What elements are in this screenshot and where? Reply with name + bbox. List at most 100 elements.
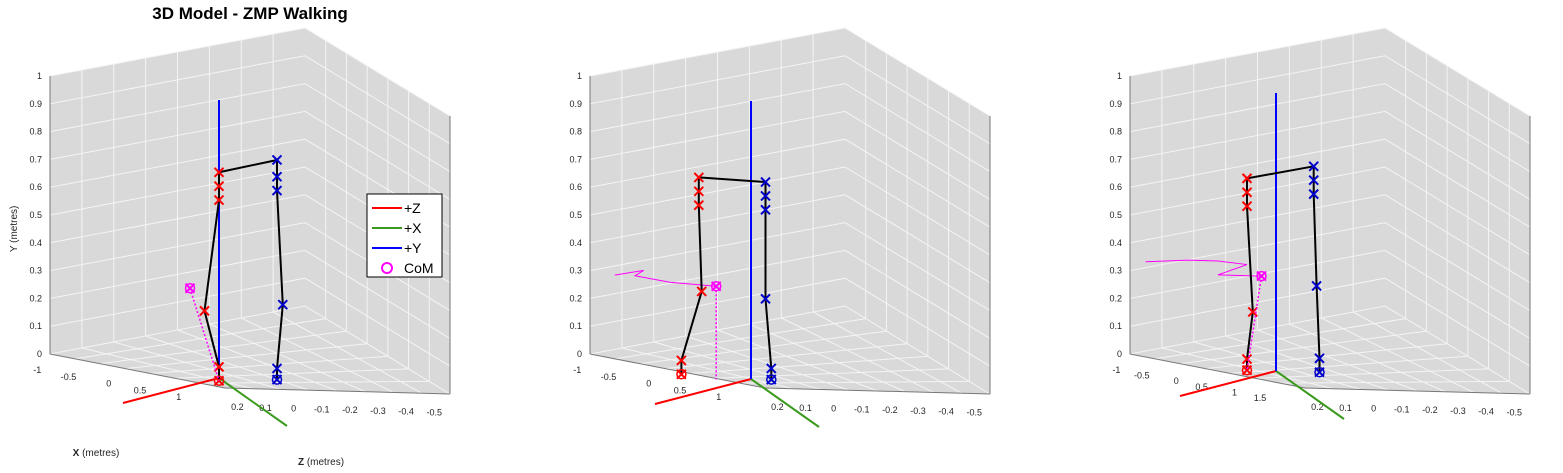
right-foot-marker bbox=[1241, 364, 1253, 376]
right-foot-marker bbox=[213, 375, 225, 387]
left-leg-joint-marker-stroke bbox=[760, 190, 771, 202]
z-floor-gridline bbox=[739, 380, 970, 384]
floor-pane bbox=[50, 306, 450, 394]
y-gridline bbox=[1129, 166, 1531, 256]
y-gridline bbox=[589, 138, 991, 228]
y-tick-label: 1 bbox=[1117, 71, 1122, 81]
com-marker bbox=[184, 282, 196, 294]
x-tick-label: 0.5 bbox=[134, 385, 147, 395]
legend-label: CoM bbox=[404, 260, 434, 276]
y-gridline bbox=[49, 110, 451, 200]
y-tick-label: 0.5 bbox=[1109, 210, 1122, 220]
left-leg-joint-marker-stroke bbox=[277, 299, 289, 310]
y-gridline bbox=[589, 83, 991, 173]
right-leg-joint-marker-stroke bbox=[693, 172, 705, 183]
z-tick-label: 0.1 bbox=[259, 403, 272, 413]
z-axis-label: Z (metres) bbox=[298, 457, 344, 468]
x-floor-gridline bbox=[1352, 311, 1503, 394]
legend-swatch-com bbox=[381, 262, 393, 274]
com-cross-marker-stroke bbox=[184, 283, 196, 294]
y-tick-label: 0 bbox=[1117, 349, 1122, 359]
y-gridline bbox=[49, 55, 451, 145]
axis-edge-x bbox=[49, 353, 226, 389]
x-tick-label: 0 bbox=[646, 379, 651, 389]
right-leg-joint-marker-stroke bbox=[693, 186, 705, 197]
y-gridline bbox=[1129, 110, 1531, 200]
legend-label: +Z bbox=[404, 200, 421, 216]
com-cross-marker-stroke bbox=[710, 281, 722, 292]
y-gridline bbox=[49, 249, 451, 339]
y-gridline bbox=[589, 277, 991, 367]
right-leg-joint-marker-stroke bbox=[213, 180, 225, 192]
left-foot-marker bbox=[766, 374, 777, 385]
left-leg-joint-marker-stroke bbox=[766, 363, 777, 374]
left-foot-marker bbox=[1314, 366, 1325, 378]
z-floor-gridline bbox=[74, 318, 326, 360]
pelvis-link bbox=[218, 159, 278, 174]
y-gridline bbox=[49, 222, 451, 312]
z-tick-label: -0.3 bbox=[910, 406, 926, 416]
left-leg-joint-marker-stroke bbox=[271, 154, 283, 166]
y-gridline bbox=[1129, 194, 1531, 284]
x-floor-gridline bbox=[621, 347, 794, 390]
z-floor-gridline bbox=[1204, 343, 1448, 370]
y-gridline bbox=[49, 277, 451, 367]
z-axis-label-rest: (metres) bbox=[304, 457, 344, 468]
x-tick-label: -1 bbox=[573, 365, 581, 375]
x-floor-gridline bbox=[241, 317, 394, 393]
axis-edge-z bbox=[224, 387, 451, 395]
x-floor-gridline bbox=[653, 341, 822, 390]
y-gridline bbox=[589, 55, 991, 145]
z-floor-gridline bbox=[149, 355, 388, 374]
y-tick-label: 0.3 bbox=[1109, 266, 1122, 276]
y-gridline bbox=[49, 305, 451, 395]
z-floor-gridline bbox=[1154, 318, 1406, 360]
left-leg-joint-marker-stroke bbox=[1308, 175, 1319, 186]
left-leg-link bbox=[276, 159, 284, 380]
z-floor-gridline bbox=[689, 355, 928, 374]
z-axis-label-bold: Z bbox=[298, 457, 304, 468]
z-floor-gridline bbox=[1254, 368, 1489, 379]
left-leg-joint-marker-stroke bbox=[1308, 161, 1319, 172]
x-tick-label: 0.5 bbox=[1195, 382, 1208, 392]
x-tick-label: -1 bbox=[1112, 365, 1120, 375]
y-tick-label: 0.4 bbox=[569, 238, 582, 248]
z-floor-gridline bbox=[1229, 355, 1468, 374]
y-gridline bbox=[589, 222, 991, 312]
z-tick-label: 0 bbox=[831, 404, 836, 414]
y-tick-label: 0.6 bbox=[1109, 182, 1122, 192]
y-tick-label: 0.9 bbox=[29, 99, 42, 109]
com-marker bbox=[710, 281, 722, 292]
pelvis-link bbox=[1246, 165, 1314, 180]
z-tick-label: -0.5 bbox=[967, 407, 983, 417]
y-tick-label: 0.2 bbox=[29, 293, 42, 303]
x-axis-label-bold: X bbox=[73, 448, 80, 459]
y-gridline bbox=[1129, 27, 1531, 117]
axis-edge-z bbox=[1304, 387, 1531, 395]
y-tick-label: 0.1 bbox=[29, 321, 42, 331]
x-tick-label: -0.5 bbox=[601, 372, 617, 382]
z-floor-gridline bbox=[714, 368, 949, 379]
x-tick-label: -1 bbox=[33, 365, 41, 375]
y-tick-label: 0.5 bbox=[569, 210, 582, 220]
x-tick-label: 0 bbox=[106, 379, 111, 389]
z-tick-label: -0.1 bbox=[1394, 404, 1410, 414]
y-tick-label: 0.7 bbox=[569, 154, 582, 164]
left-leg-joint-marker-stroke bbox=[760, 293, 771, 304]
z-tick-label: -0.4 bbox=[938, 407, 954, 417]
z-tick-label: -0.3 bbox=[370, 406, 386, 416]
x-floor-gridline bbox=[812, 311, 963, 394]
right-leg-joint-marker-stroke bbox=[693, 199, 705, 211]
x-tick-label: 1 bbox=[716, 392, 721, 402]
y-tick-label: 0.2 bbox=[1109, 293, 1122, 303]
z-tick-label: 0 bbox=[291, 404, 296, 414]
z-tick-label: -0.2 bbox=[342, 405, 358, 415]
z-tick-label: -0.2 bbox=[882, 405, 898, 415]
x-floor-gridline bbox=[1193, 341, 1362, 390]
y-tick-label: 0 bbox=[37, 349, 42, 359]
right-leg-joint-marker-stroke bbox=[1241, 200, 1253, 212]
plus-z-axis bbox=[654, 378, 752, 405]
right-leg-joint-marker-stroke bbox=[199, 305, 210, 317]
x-floor-gridline bbox=[685, 335, 850, 391]
z-tick-label: -0.4 bbox=[1478, 407, 1494, 417]
